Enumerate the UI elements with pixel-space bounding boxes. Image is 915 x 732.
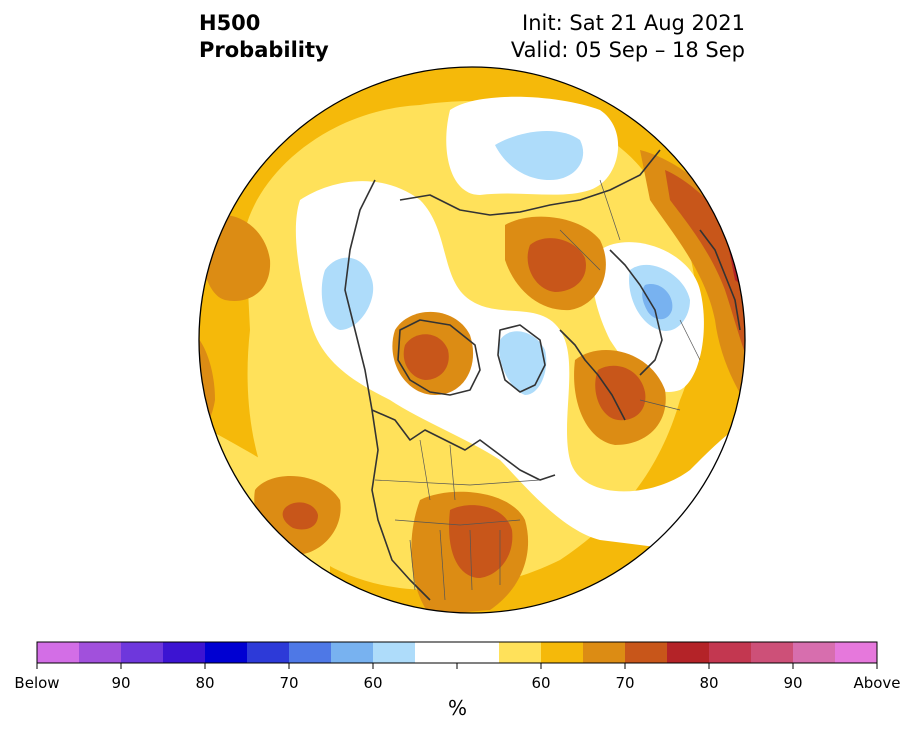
below-region-west <box>321 257 374 330</box>
colorbar-ticks: Below 90 80 70 60 60 70 80 90 Above <box>14 663 901 690</box>
below-region-center <box>499 331 547 395</box>
colorbar-tick-label: 80 <box>699 674 718 690</box>
forecast-dates: Init: Sat 21 Aug 2021 Valid: 05 Sep – 18… <box>511 10 745 64</box>
colorbar-swatch <box>583 642 626 663</box>
colorbar-unit-label: % <box>447 696 467 720</box>
colorbar-swatch <box>331 642 374 663</box>
colorbar-swatch <box>121 642 164 663</box>
title-metric: Probability <box>199 38 329 62</box>
colorbar-tick-label: 70 <box>615 674 634 690</box>
above-core-usa <box>449 505 513 578</box>
map-boundary <box>198 66 746 614</box>
colorbar-tick-label: 90 <box>783 674 802 690</box>
colorbar-swatch <box>289 642 332 663</box>
political-borders <box>374 179 701 601</box>
colorbar-swatch <box>79 642 122 663</box>
colorbar-tick-label: 70 <box>279 674 298 690</box>
probability-field <box>199 67 745 613</box>
below-region-north <box>495 130 584 180</box>
colorbar-swatch <box>835 642 878 663</box>
above-core-pacific <box>282 502 318 530</box>
above-core-greenland <box>403 334 449 380</box>
colorbar-frame <box>36 641 878 664</box>
colorbar-tick-label: Below <box>14 674 59 690</box>
polar-map <box>198 66 746 614</box>
colorbar-swatch <box>751 642 794 663</box>
colorbar-swatch <box>163 642 206 663</box>
above-core-siberia <box>527 238 586 292</box>
valid-range: Valid: 05 Sep – 18 Sep <box>510 38 745 62</box>
colorbar-swatch <box>457 642 500 663</box>
colorbar-swatch <box>793 642 836 663</box>
below-region-east-core <box>642 284 673 320</box>
colorbar-swatch <box>415 642 458 663</box>
colorbar-swatch <box>541 642 584 663</box>
colorbar-swatch <box>625 642 668 663</box>
coastlines <box>344 149 741 601</box>
title-variable: H500 <box>199 11 261 35</box>
map-title: H500 Probability <box>199 10 329 64</box>
colorbar-swatch <box>205 642 248 663</box>
colorbar-swatch <box>499 642 542 663</box>
colorbar-swatch <box>37 642 80 663</box>
colorbar-tick-label: 60 <box>363 674 382 690</box>
colorbar-swatch <box>373 642 416 663</box>
init-date: Init: Sat 21 Aug 2021 <box>522 11 745 35</box>
colorbar-tick-label: 90 <box>111 674 130 690</box>
colorbar-tick-label: 60 <box>531 674 550 690</box>
colorbar-swatch <box>709 642 752 663</box>
colorbar-tick-label: 80 <box>195 674 214 690</box>
above-core-europe <box>595 365 646 421</box>
colorbar-swatch <box>667 642 710 663</box>
colorbar-swatch <box>247 642 290 663</box>
colorbar-tick-label: Above <box>853 674 900 690</box>
colorbar-swatches <box>37 642 878 663</box>
colorbar: Below 90 80 70 60 60 70 80 90 Above <box>14 641 901 690</box>
